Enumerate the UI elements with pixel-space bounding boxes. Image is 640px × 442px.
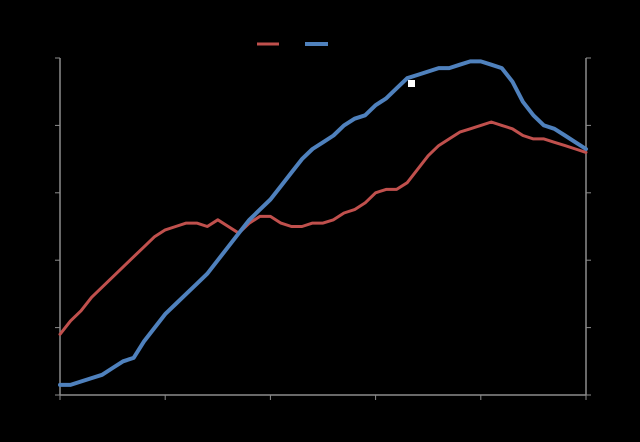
series-layer [58, 59, 588, 387]
marker-square [408, 80, 415, 87]
axes [55, 57, 591, 400]
series-line-2 [58, 59, 588, 387]
series-line-1 [58, 120, 588, 336]
